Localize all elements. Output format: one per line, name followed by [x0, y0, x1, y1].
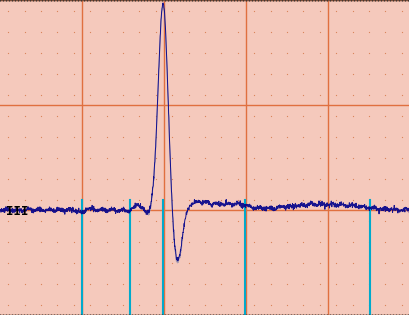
- Text: III: III: [6, 205, 29, 218]
